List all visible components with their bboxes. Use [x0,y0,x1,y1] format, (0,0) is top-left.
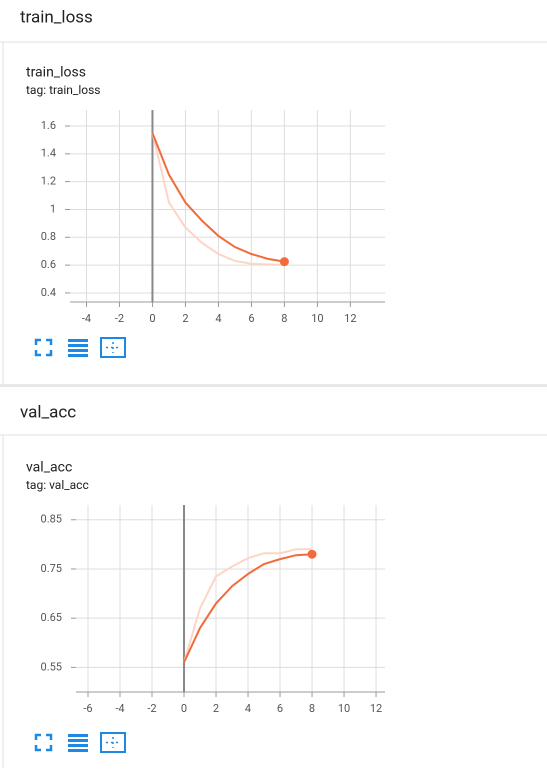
x-tick-label: 12 [370,702,382,715]
y-tick-label: 0.85 [41,513,62,526]
x-tick-label: 6 [277,702,283,715]
data-button[interactable] [68,734,88,752]
y-tick-label: 0.75 [41,562,62,575]
y-tick-label: 0.65 [41,611,62,624]
x-tick-label: 4 [215,312,221,325]
fullscreen-button[interactable] [34,338,53,357]
y-tick-label: 1 [50,202,56,215]
series-line [151,132,285,263]
fullscreen-button[interactable] [34,733,53,752]
x-tick-label: 0 [181,702,187,715]
fit-button[interactable] [100,337,126,358]
section-gap [0,384,547,387]
chart-subtitle: tag: train_loss [26,83,100,97]
y-tick-label: 0.55 [41,660,62,673]
fit-button[interactable] [100,732,126,753]
section-bar [0,385,547,435]
x-tick-label: 12 [344,312,356,325]
y-tick-label: 0.6 [41,258,56,271]
x-tick-label: 6 [248,312,254,325]
x-tick-label: 10 [338,702,350,715]
end-point [307,549,317,559]
x-tick-label: 8 [281,312,287,325]
chart-title: train_loss [26,65,86,81]
y-tick-label: 1.4 [41,147,56,160]
chart-subtitle: tag: val_acc [26,478,89,492]
y-tick-label: 0.4 [41,286,56,299]
y-tick-label: 1.6 [41,119,56,132]
y-tick-label: 0.8 [41,230,56,243]
x-tick-label: 2 [213,702,219,715]
x-tick-label: 2 [182,312,188,325]
x-tick-label: 10 [311,312,323,325]
x-tick-label: -4 [82,312,91,325]
x-tick-label: -6 [83,702,92,715]
section-header[interactable]: train_loss [20,7,93,27]
x-tick-label: -4 [115,702,124,715]
section-header[interactable]: val_acc [20,402,76,422]
x-tick-label: 8 [309,702,315,715]
series-line [183,548,313,663]
x-tick-label: -2 [147,702,156,715]
x-tick-label: -2 [115,312,124,325]
series-line [151,132,285,267]
data-button[interactable] [68,339,88,357]
y-tick-label: 1.2 [41,175,56,188]
chart-title: val_acc [26,460,72,476]
series-line [183,553,313,663]
x-tick-label: 0 [149,312,155,325]
toolbar [34,337,126,753]
end-point [279,257,289,267]
x-tick-label: 4 [245,702,251,715]
